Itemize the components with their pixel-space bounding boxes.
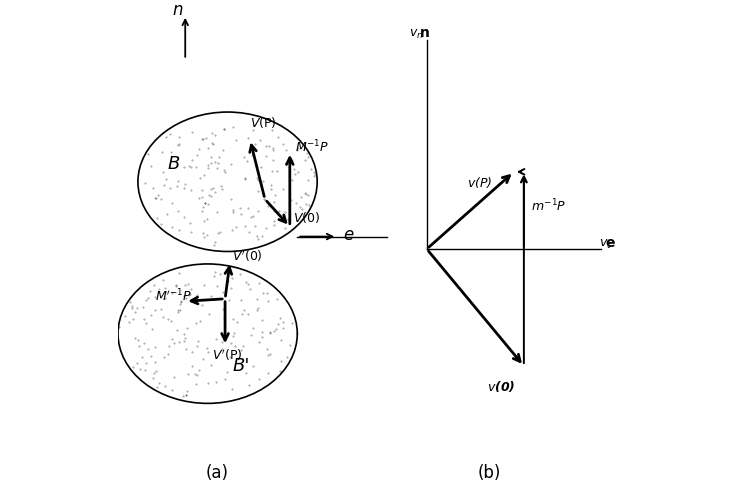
Text: $\mathit{V}'$(P): $\mathit{V}'$(P) — [211, 347, 242, 363]
Text: $m^{-1}\mathit{P}$: $m^{-1}\mathit{P}$ — [531, 198, 567, 215]
Text: $v_t$: $v_t$ — [598, 238, 611, 250]
Text: $v_n$: $v_n$ — [410, 28, 424, 41]
Text: $\mathbf{n}$: $\mathbf{n}$ — [419, 26, 430, 40]
Text: $\mathit{V}$(0): $\mathit{V}$(0) — [294, 210, 321, 225]
Text: B': B' — [233, 357, 250, 375]
Text: $\mathit{v}$(0): $\mathit{v}$(0) — [487, 379, 515, 394]
Text: n: n — [172, 1, 184, 19]
Text: $\mathit{V}'$(0): $\mathit{V}'$(0) — [231, 249, 262, 264]
Text: e: e — [344, 226, 354, 244]
Text: B: B — [168, 155, 180, 173]
Text: $M'^{-1}\mathit{P}$: $M'^{-1}\mathit{P}$ — [156, 288, 192, 304]
Text: $\mathit{V}$(P): $\mathit{V}$(P) — [250, 115, 277, 130]
Text: $\mathit{v}$(P): $\mathit{v}$(P) — [467, 175, 492, 190]
Text: (b): (b) — [477, 464, 501, 482]
Text: (a): (a) — [206, 464, 229, 482]
Text: $\mathbf{e}$: $\mathbf{e}$ — [605, 236, 615, 249]
Text: $M^{-1}\mathit{P}$: $M^{-1}\mathit{P}$ — [295, 138, 329, 155]
